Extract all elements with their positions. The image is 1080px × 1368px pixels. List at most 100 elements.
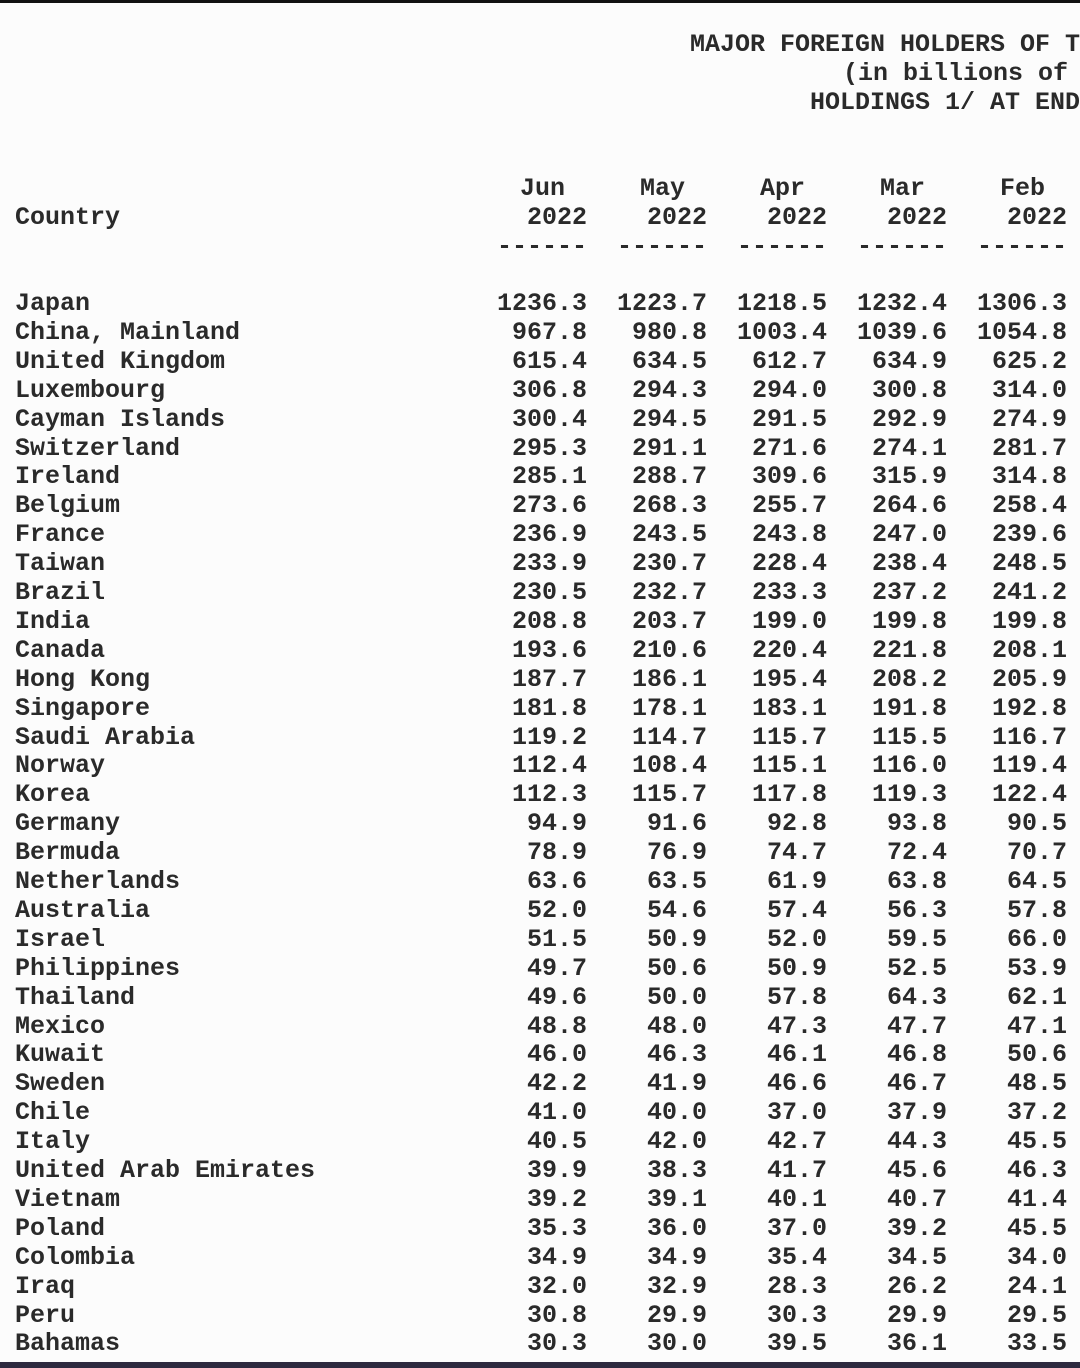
country-name: Italy (15, 1127, 91, 1157)
country-name: Hong Kong (15, 664, 151, 694)
country-name: Germany (15, 809, 121, 839)
cell-value: 186.1 (631, 664, 707, 694)
cell-value: 115.7 (631, 780, 707, 810)
cell-value: 300.8 (871, 375, 947, 405)
cell-value: 236.9 (511, 520, 587, 550)
column-rule: ------ (856, 232, 947, 261)
cell-value: 1039.6 (856, 317, 947, 347)
cell-value: 208.1 (991, 635, 1067, 665)
bottom-bar (0, 1362, 1080, 1368)
cell-value: 39.1 (646, 1184, 707, 1214)
cell-value: 35.4 (766, 1242, 827, 1272)
cell-value: 247.0 (871, 520, 947, 550)
cell-value: 48.8 (526, 1011, 587, 1041)
cell-value: 112.3 (511, 780, 587, 810)
cell-value: 49.7 (526, 953, 587, 983)
cell-value: 30.3 (526, 1329, 587, 1359)
country-name: France (15, 520, 106, 550)
cell-value: 274.9 (991, 404, 1067, 434)
column-rule: ------ (616, 232, 707, 261)
cell-value: 37.0 (766, 1098, 827, 1128)
cell-value: 29.9 (886, 1300, 947, 1330)
cell-value: 238.4 (871, 549, 947, 579)
cell-value: 233.3 (751, 578, 827, 607)
cell-value: 33.5 (1006, 1329, 1067, 1359)
cell-value: 52.0 (526, 895, 587, 925)
cell-value: 183.1 (751, 693, 827, 723)
column-month: Jun (519, 174, 565, 203)
cell-value: 187.7 (511, 664, 587, 694)
cell-value: 56.3 (886, 895, 947, 925)
cell-value: 40.7 (886, 1184, 947, 1214)
cell-value: 50.9 (646, 924, 707, 954)
cell-value: 62.1 (1006, 982, 1067, 1012)
cell-value: 980.8 (631, 317, 707, 347)
cell-value: 271.6 (751, 433, 827, 463)
cell-value: 41.9 (646, 1069, 707, 1099)
cell-value: 178.1 (631, 693, 707, 723)
country-name: Switzerland (15, 433, 181, 463)
cell-value: 28.3 (766, 1271, 827, 1301)
cell-value: 205.9 (991, 664, 1067, 694)
cell-value: 41.7 (766, 1156, 827, 1185)
cell-value: 34.9 (646, 1242, 707, 1272)
country-name: Iraq (15, 1271, 76, 1301)
country-name: Korea (15, 780, 91, 810)
cell-value: 243.5 (631, 520, 707, 550)
cell-value: 78.9 (526, 838, 587, 868)
cell-value: 634.5 (631, 346, 707, 376)
cell-value: 46.8 (886, 1040, 947, 1070)
cell-value: 46.3 (646, 1040, 707, 1070)
cell-value: 294.0 (751, 375, 827, 405)
column-header: Country (15, 203, 121, 232)
country-name: Taiwan (15, 549, 106, 579)
cell-value: 45.6 (886, 1156, 947, 1185)
cell-value: 1218.5 (736, 289, 827, 318)
country-name: Canada (15, 635, 106, 665)
country-name: Australia (15, 895, 151, 925)
cell-value: 48.5 (1006, 1069, 1067, 1099)
cell-value: 38.3 (646, 1156, 707, 1185)
cell-value: 1236.3 (496, 289, 587, 318)
cell-value: 32.0 (526, 1271, 587, 1301)
cell-value: 46.6 (766, 1069, 827, 1099)
country-name: Ireland (15, 462, 121, 492)
cell-value: 306.8 (511, 375, 587, 405)
cell-value: 116.7 (991, 722, 1067, 752)
cell-value: 230.5 (511, 578, 587, 607)
cell-value: 92.8 (766, 809, 827, 839)
cell-value: 40.5 (526, 1127, 587, 1157)
cell-value: 37.9 (886, 1098, 947, 1128)
cell-value: 46.0 (526, 1040, 587, 1070)
cell-value: 26.2 (886, 1271, 947, 1301)
cell-value: 612.7 (751, 346, 827, 376)
cell-value: 50.9 (766, 953, 827, 983)
title-line: HOLDINGS 1/ AT END (810, 88, 1080, 117)
country-name: India (15, 606, 91, 636)
column-month: Apr (759, 174, 805, 203)
cell-value: 91.6 (646, 809, 707, 839)
cell-value: 1306.3 (976, 289, 1067, 318)
cell-value: 34.0 (1006, 1242, 1067, 1272)
cell-value: 294.3 (631, 375, 707, 405)
cell-value: 30.3 (766, 1300, 827, 1330)
country-name: Israel (15, 924, 106, 954)
cell-value: 291.1 (631, 433, 707, 463)
cell-value: 210.6 (631, 635, 707, 665)
country-name: Brazil (15, 578, 106, 607)
cell-value: 37.2 (1006, 1098, 1067, 1128)
cell-value: 35.3 (526, 1213, 587, 1243)
cell-value: 220.4 (751, 635, 827, 665)
cell-value: 1232.4 (856, 289, 947, 318)
cell-value: 50.6 (1006, 1040, 1067, 1070)
cell-value: 30.8 (526, 1300, 587, 1330)
cell-value: 228.4 (751, 549, 827, 579)
cell-value: 40.1 (766, 1184, 827, 1214)
cell-value: 52.5 (886, 953, 947, 983)
cell-value: 122.4 (991, 780, 1067, 810)
country-name: Sweden (15, 1069, 106, 1099)
cell-value: 36.1 (886, 1329, 947, 1359)
cell-value: 268.3 (631, 491, 707, 521)
cell-value: 108.4 (631, 751, 707, 781)
cell-value: 49.6 (526, 982, 587, 1012)
